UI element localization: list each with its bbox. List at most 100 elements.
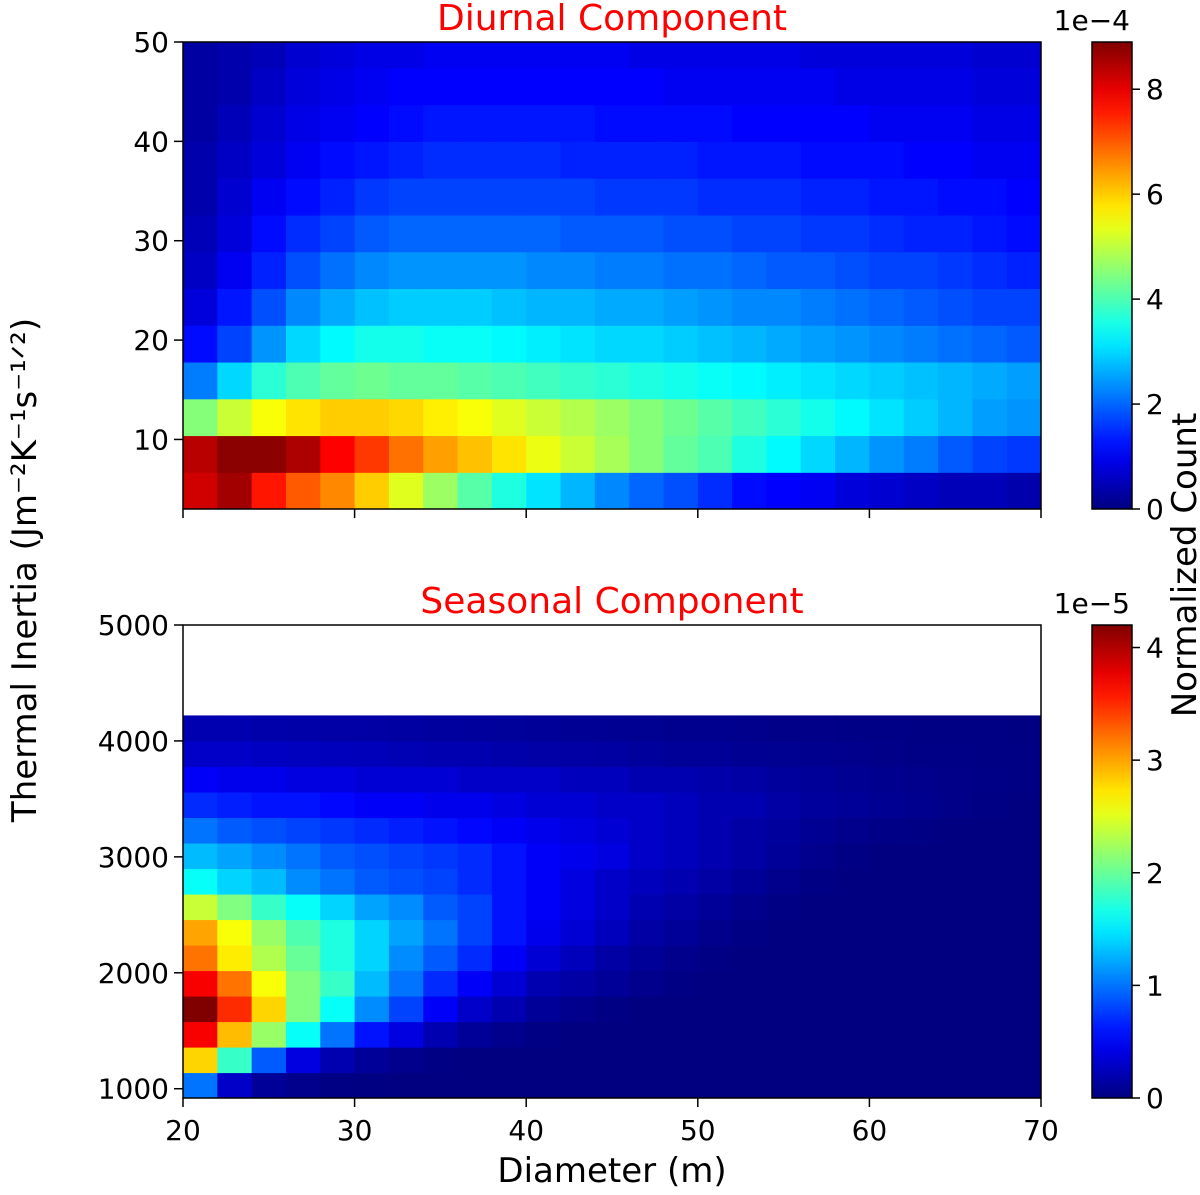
seasonal-cell bbox=[972, 791, 1008, 819]
diurnal-cell bbox=[560, 104, 596, 142]
diurnal-cell bbox=[697, 288, 733, 326]
diurnal-cell bbox=[663, 398, 699, 437]
diurnal-cell bbox=[766, 42, 802, 69]
diurnal-cell bbox=[217, 398, 253, 437]
seasonal-cell bbox=[732, 715, 768, 742]
seasonal-cell bbox=[629, 766, 665, 793]
diurnal-cell bbox=[320, 472, 356, 509]
seasonal-cell bbox=[663, 944, 699, 972]
seasonal-cell bbox=[217, 817, 253, 844]
seasonal-cell bbox=[938, 919, 973, 946]
diurnal-y-tick-label: 40 bbox=[133, 125, 169, 158]
seasonal-cell bbox=[560, 817, 596, 844]
diurnal-cell bbox=[800, 361, 836, 400]
diurnal-y-tick-label: 20 bbox=[133, 324, 169, 357]
seasonal-cell bbox=[251, 944, 287, 972]
diurnal-x-ticks bbox=[182, 509, 1042, 518]
seasonal-cell bbox=[320, 970, 356, 997]
diurnal-cell bbox=[457, 141, 493, 179]
diurnal-cell bbox=[354, 325, 390, 363]
seasonal-cell bbox=[251, 1046, 287, 1074]
seasonal-cell bbox=[594, 1072, 630, 1098]
diurnal-cell bbox=[835, 214, 870, 253]
diurnal-cell bbox=[663, 325, 699, 363]
seasonal-cell bbox=[560, 791, 596, 819]
diurnal-cell bbox=[800, 67, 836, 106]
seasonal-cell bbox=[869, 893, 905, 921]
seasonal-y-ticks: 1000 2000 3000 4000 5000 bbox=[98, 609, 183, 1106]
seasonal-cell bbox=[560, 1021, 596, 1048]
seasonal-cell bbox=[1006, 715, 1041, 742]
seasonal-x-ticks: 20 30 40 50 60 70 bbox=[165, 1098, 1059, 1147]
seasonal-cell bbox=[938, 893, 973, 921]
seasonal-cell bbox=[800, 715, 836, 742]
diurnal-cell bbox=[285, 398, 321, 437]
seasonal-cell bbox=[217, 1021, 253, 1048]
seasonal-cell bbox=[491, 766, 527, 793]
seasonal-cell bbox=[491, 944, 527, 972]
diurnal-cell bbox=[320, 288, 356, 326]
seasonal-cell bbox=[869, 970, 905, 997]
seasonal-cell bbox=[285, 944, 321, 972]
diurnal-cell bbox=[938, 288, 973, 326]
diurnal-cell bbox=[320, 104, 356, 142]
seasonal-cell bbox=[560, 740, 596, 768]
seasonal-cell bbox=[320, 766, 356, 793]
diurnal-cell bbox=[285, 361, 321, 400]
seasonal-cell bbox=[697, 919, 733, 946]
diurnal-cell bbox=[320, 141, 356, 179]
seasonal-cell bbox=[938, 715, 973, 742]
diurnal-cell bbox=[183, 42, 218, 69]
diurnal-cell bbox=[1006, 141, 1041, 179]
seasonal-cell bbox=[251, 995, 287, 1023]
seasonal-cell bbox=[320, 1072, 356, 1098]
diurnal-cell bbox=[217, 361, 253, 400]
diurnal-cell bbox=[285, 325, 321, 363]
seasonal-cell bbox=[457, 995, 493, 1023]
seasonal-x-tick-label: 30 bbox=[337, 1114, 373, 1147]
diurnal-cell bbox=[457, 288, 493, 326]
diurnal-cell bbox=[972, 214, 1008, 253]
diurnal-cell bbox=[560, 141, 596, 179]
seasonal-cell bbox=[663, 715, 699, 742]
seasonal-cell bbox=[457, 842, 493, 870]
seasonal-cell bbox=[320, 893, 356, 921]
seasonal-cell bbox=[320, 791, 356, 819]
seasonal-cell bbox=[1006, 1072, 1041, 1098]
diurnal-cell bbox=[354, 435, 390, 473]
diurnal-cell bbox=[972, 435, 1008, 473]
seasonal-cell bbox=[388, 995, 424, 1023]
diurnal-cell bbox=[972, 472, 1008, 509]
seasonal-cell bbox=[526, 842, 562, 870]
seasonal-cell bbox=[800, 1021, 836, 1048]
diurnal-cell bbox=[491, 141, 527, 179]
seasonal-cell bbox=[594, 740, 630, 768]
diurnal-cell bbox=[251, 141, 287, 179]
seasonal-y-tick-label: 4000 bbox=[98, 725, 169, 758]
seasonal-cell bbox=[320, 868, 356, 895]
diurnal-cell bbox=[800, 472, 836, 509]
diurnal-cell bbox=[972, 42, 1008, 69]
seasonal-cell bbox=[354, 919, 390, 946]
seasonal-cell bbox=[251, 740, 287, 768]
diurnal-cell bbox=[869, 472, 905, 509]
seasonal-cell bbox=[526, 1021, 562, 1048]
diurnal-cell bbox=[629, 398, 665, 437]
diurnal-cell bbox=[285, 104, 321, 142]
seasonal-cell bbox=[663, 995, 699, 1023]
diurnal-cell bbox=[1006, 178, 1041, 216]
diurnal-cell bbox=[388, 472, 424, 509]
diurnal-cell bbox=[560, 398, 596, 437]
seasonal-cell bbox=[800, 740, 836, 768]
seasonal-cell bbox=[457, 1021, 493, 1048]
diurnal-y-tick-label: 10 bbox=[133, 423, 169, 456]
diurnal-cell bbox=[766, 361, 802, 400]
diurnal-cell bbox=[800, 214, 836, 253]
seasonal-cell bbox=[766, 970, 802, 997]
seasonal-cell bbox=[972, 893, 1008, 921]
diurnal-cell bbox=[354, 141, 390, 179]
diurnal-cell bbox=[594, 361, 630, 400]
seasonal-x-tick-label: 40 bbox=[508, 1114, 544, 1147]
seasonal-cell bbox=[423, 817, 459, 844]
seasonal-cell bbox=[594, 1046, 630, 1074]
